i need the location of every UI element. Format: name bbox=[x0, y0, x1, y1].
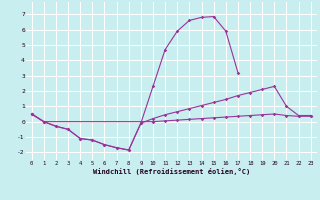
X-axis label: Windchill (Refroidissement éolien,°C): Windchill (Refroidissement éolien,°C) bbox=[92, 168, 250, 175]
